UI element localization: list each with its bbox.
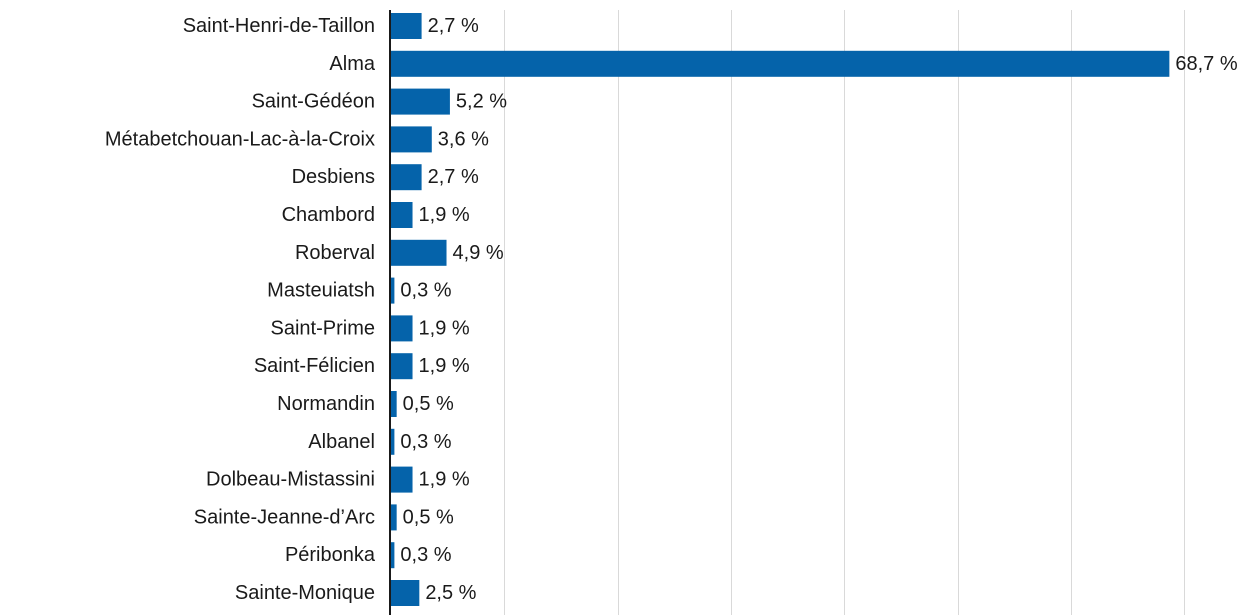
category-label: Saint-Félicien: [254, 355, 375, 377]
bar: [391, 13, 422, 39]
category-label: Roberval: [295, 242, 375, 264]
category-label: Sainte-Monique: [235, 582, 375, 604]
category-label: Alma: [329, 53, 375, 75]
value-label: 1,9 %: [419, 204, 470, 226]
bar: [391, 580, 420, 606]
value-label: 1,9 %: [419, 355, 470, 377]
bar: [391, 88, 450, 115]
value-label: 0,3 %: [400, 544, 451, 566]
bar: [391, 428, 395, 455]
bar: [391, 466, 413, 493]
category-label: Sainte-Jeanne-d’Arc: [194, 506, 375, 528]
bar: [391, 542, 395, 569]
bar: [391, 315, 413, 342]
value-label: 0,5 %: [403, 506, 454, 528]
value-label: 0,5 %: [403, 393, 454, 415]
value-label: 0,3 %: [400, 431, 451, 453]
value-label: 0,3 %: [400, 280, 451, 302]
value-label: 2,7 %: [428, 15, 479, 37]
value-label: 4,9 %: [453, 242, 504, 264]
category-labels: Saint-Henri-de-Taillon Alma Saint-Gédéon Mé…: [105, 15, 376, 604]
category-label: Chambord: [282, 204, 375, 226]
category-label: Péribonka: [285, 544, 376, 566]
value-label: 2,5 %: [425, 582, 476, 604]
value-label: 2,7 %: [428, 166, 479, 188]
bar: [391, 126, 432, 153]
value-label: 5,2 %: [456, 91, 507, 113]
category-label: Métabetchouan-Lac-à-la-Croix: [105, 128, 375, 150]
value-labels: 2,7 %68,7 %5,2 %3,6 %2,7 %1,9 %4,9 %0,3 …: [400, 15, 1237, 604]
category-label: Masteuiatsh: [267, 280, 375, 302]
bar: [391, 504, 397, 531]
bar: [391, 391, 397, 417]
bar: [391, 277, 395, 304]
bar: [391, 50, 1170, 77]
category-label: Desbiens: [292, 166, 375, 188]
category-label: Normandin: [277, 393, 375, 415]
category-label: Saint-Prime: [271, 317, 375, 339]
value-label: 68,7 %: [1175, 53, 1237, 75]
value-label: 3,6 %: [438, 128, 489, 150]
bar: [391, 202, 413, 228]
category-label: Saint-Gédéon: [252, 91, 375, 113]
bar: [391, 353, 413, 380]
bars: [391, 13, 1170, 606]
category-label: Dolbeau-Mistassini: [206, 469, 375, 491]
value-label: 1,9 %: [419, 469, 470, 491]
category-label: Saint-Henri-de-Taillon: [183, 15, 375, 37]
value-label: 1,9 %: [419, 317, 470, 339]
gridlines: [504, 10, 1185, 615]
category-label: Albanel: [308, 431, 375, 453]
bar: [391, 239, 447, 266]
bar: [391, 164, 422, 191]
